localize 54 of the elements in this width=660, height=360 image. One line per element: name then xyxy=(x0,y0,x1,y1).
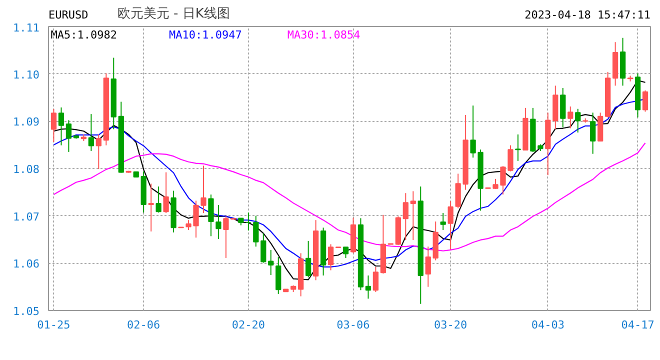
x-tick-label: 04-03 xyxy=(531,318,564,332)
line-series xyxy=(53,80,646,280)
candlestick xyxy=(575,108,581,134)
text: MA30:1.0854 xyxy=(287,28,361,42)
candlestick xyxy=(590,112,596,154)
candlestick xyxy=(58,106,64,146)
candlestick xyxy=(642,90,648,112)
candlestick xyxy=(208,194,214,237)
x-tick-label: 04-17 xyxy=(621,318,654,332)
text: MA5:1.0982 xyxy=(50,28,117,42)
x-tick-label: 02-20 xyxy=(232,318,265,332)
candlestick xyxy=(410,190,416,240)
y-tick-label: 1.10 xyxy=(13,68,40,82)
y-tick-label: 1.09 xyxy=(13,116,40,129)
x-tick-label: 02-06 xyxy=(127,318,160,332)
candlestick xyxy=(88,114,94,152)
candlestick xyxy=(200,165,206,214)
candlestick xyxy=(305,240,312,278)
candlestick xyxy=(50,108,57,142)
candlestick xyxy=(276,256,282,294)
candlestick xyxy=(328,244,334,271)
candlestick xyxy=(448,200,454,250)
y-tick-label: 1.05 xyxy=(13,305,40,318)
candlestick xyxy=(515,134,521,162)
candlestick xyxy=(568,106,574,129)
candlestick xyxy=(96,134,102,170)
candlestick xyxy=(425,246,431,288)
y-tick-label: 1.11 xyxy=(13,22,40,34)
candlestick xyxy=(66,120,72,152)
candlestick xyxy=(342,246,349,258)
candlestick xyxy=(268,249,274,276)
candlestick xyxy=(148,183,154,232)
y-tick-label: 1.07 xyxy=(13,210,40,224)
candlestick xyxy=(440,212,446,231)
x-tick-label: 03-06 xyxy=(336,318,370,332)
candlestick xyxy=(560,88,566,128)
candlestick xyxy=(156,186,162,214)
candlestick xyxy=(365,274,372,300)
candlestick xyxy=(372,266,379,293)
x-tick-label: 01-25 xyxy=(37,318,70,332)
candlestick xyxy=(260,232,266,264)
chart-title: 欧元美元 - 日K线图 xyxy=(117,5,230,22)
x-tick-label: 03-20 xyxy=(434,318,468,332)
y-tick-label: 1.08 xyxy=(13,163,40,176)
candlestick xyxy=(216,204,222,240)
candlestick xyxy=(402,192,408,240)
candlestick xyxy=(246,212,252,232)
y-tick-label: 1.06 xyxy=(13,258,40,271)
text: 2023-04-18 15:47:11 xyxy=(524,8,651,22)
line-series xyxy=(53,142,646,252)
text: MA10:1.0947 xyxy=(169,28,242,42)
candlestick xyxy=(253,215,259,248)
text: EURUSD xyxy=(48,8,88,22)
candlestick xyxy=(163,172,169,214)
